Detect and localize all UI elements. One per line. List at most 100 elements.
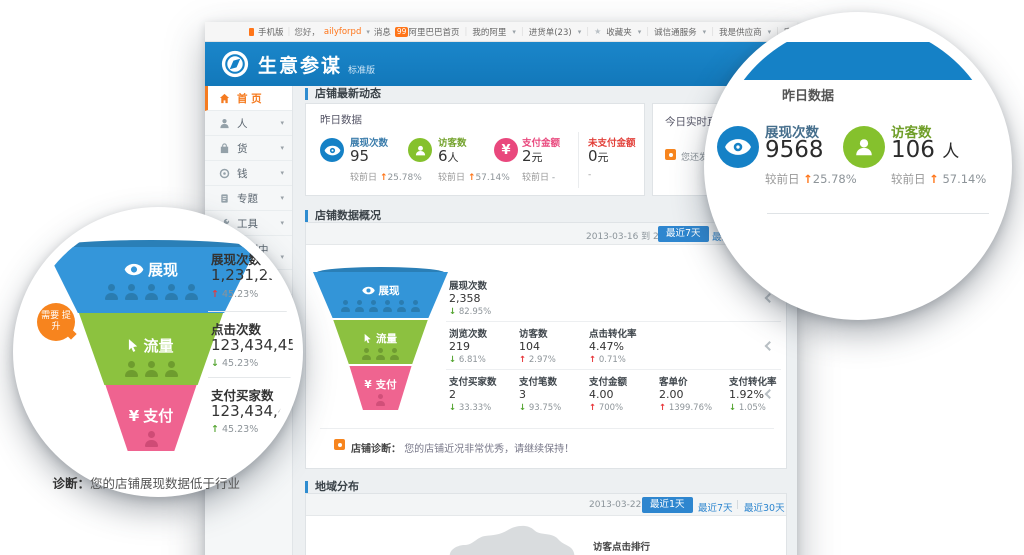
chevron-down-icon: ▾ (280, 219, 284, 227)
bag-icon (220, 142, 229, 153)
metric-value: 9568 (765, 137, 824, 163)
app-title: 生意参谋 (258, 54, 343, 77)
stat-cell: 支付金额 4.00 ↑ 700% (589, 377, 628, 413)
stats-row-impressions[interactable]: 展现次数 2,358 ↓ 82.95% (446, 274, 781, 322)
chevron-down-icon: ▾ (512, 27, 516, 36)
topbar-link-cart[interactable]: 进货单(23) (528, 27, 572, 38)
chevron-left-icon[interactable] (764, 340, 775, 351)
messages-link[interactable]: 消息 (373, 27, 391, 38)
zoom-header-band (715, 42, 1001, 80)
sidebar-item-money[interactable]: 钱 ▾ (205, 161, 292, 186)
topbar-link-favorites[interactable]: 收藏夹 (606, 27, 632, 38)
range-7d-button[interactable]: 最近7天 (698, 503, 733, 514)
metric-change: 较前日 ↑57.14% (438, 173, 510, 183)
cursor-icon (364, 333, 371, 344)
stat-cell: 点击转化率 4.47% ↑ 0.71% (589, 329, 637, 365)
star-icon: ★ (594, 27, 602, 36)
zoom-funnel: 展现 流量 ¥ 支付 (45, 240, 257, 455)
metric-value: 0元 (588, 147, 609, 165)
payment-icon: ¥ (494, 138, 518, 162)
funnel-stage-impressions (45, 247, 257, 313)
diagnosis-icon (334, 439, 345, 450)
sidebar-item-label: 首 页 (237, 92, 262, 105)
chevron-down-icon: ▾ (280, 119, 284, 127)
eye-icon (124, 263, 144, 276)
stat-value: 123,434,455 (211, 402, 303, 420)
overview-card: 2013-03-16 到 2013-03-22 最近7天 最近30天 展现 (305, 222, 787, 469)
yesterday-card-title: 昨日数据 (320, 114, 362, 126)
sidebar-item-home[interactable]: 首 页 (205, 86, 292, 111)
funnel-label-payment: ¥ 支付 (364, 378, 397, 392)
metric-label: 未支付金额 (588, 138, 636, 149)
username-link[interactable]: ailyforpd (323, 26, 362, 37)
chevron-down-icon: ▾ (577, 27, 582, 36)
metric-value: 2元 (522, 147, 543, 165)
funnel-label-traffic: 流量 (313, 331, 448, 346)
stat-cell: 客单价 2.00 ↑ 1399.76% (659, 377, 713, 413)
region-card-header: 2013-03-22 最近1天 最近7天 | 最近30天 | 选择月份 ▾ (306, 494, 786, 516)
eye-icon (361, 286, 375, 295)
phone-icon (249, 27, 254, 36)
impressions-icon (717, 126, 759, 168)
topbar-link-mobile[interactable]: 手机版 (258, 27, 284, 38)
sidebar-item-goods[interactable]: 货 ▾ (205, 136, 292, 161)
yen-icon: ¥ (364, 378, 372, 391)
divider (767, 213, 989, 214)
funnel-label-impressions: 展现 (45, 259, 257, 280)
date-range: 2013-03-16 到 2013-03-22 (586, 232, 706, 242)
topbar-link-services[interactable]: 诚信通服务 (654, 27, 697, 38)
eye-icon (725, 139, 751, 155)
sidebar-item-people[interactable]: 人 ▾ (205, 111, 292, 136)
zoom-card-title: 昨日数据 (782, 89, 835, 104)
diagnosis-label: 铺诊断： (52, 476, 91, 489)
cursor-icon (129, 339, 138, 352)
yesterday-card: 昨日数据 展现次数 95 较前日 ↑25.78% 访客数 6人 较前日 ↑57.… (305, 103, 645, 196)
range-7d-button[interactable]: 最近7天 (658, 226, 709, 242)
stats-row-traffic[interactable]: 浏览次数 219 ↓ 6.81% 访客数 104 ↑ 2.97% 点击转化率 4… (446, 322, 781, 370)
topbar-link-home[interactable]: 阿里巴巴首页 (408, 27, 460, 38)
stat-value: 123,434,455 (211, 336, 303, 354)
metric-label: 访客数 (891, 125, 932, 141)
funnel-people-row (313, 348, 448, 360)
sidebar-item-topics[interactable]: 专题 ▾ (205, 186, 292, 211)
person-icon (220, 118, 229, 128)
sidebar-item-label: 人 (237, 117, 248, 130)
topbar-link-supplier[interactable]: 我是供应商 (719, 27, 762, 38)
range-1d-button[interactable]: 最近1天 (642, 497, 693, 513)
stat-cell: 支付笔数 3 ↓ 93.75% (519, 377, 562, 413)
stat-value: 1,231,234,455 (211, 266, 293, 284)
funnel-people-row (313, 300, 448, 312)
person-icon (856, 139, 872, 156)
diagnosis-text: 您的店铺展现数据低于行业 (90, 476, 241, 489)
stats-row-payment[interactable]: 支付买家数 2 ↓ 33.33% 支付笔数 3 ↓ 93.75% 支付金额 4.… (446, 370, 781, 417)
stat-change: ↓ 45.23% (211, 358, 259, 369)
diagnosis-text: 您的店铺近况非常优秀，请继续保持！ (404, 444, 575, 455)
metric-label: 访客数 (438, 138, 467, 149)
divider (320, 428, 774, 429)
chevron-down-icon: ▾ (366, 27, 370, 36)
funnel-people-row (45, 284, 257, 300)
metric-change: 较前日 ↑25.78% (765, 172, 857, 186)
chevron-left-icon[interactable] (764, 388, 775, 399)
app-header: 生意参谋 标准版 (205, 42, 797, 86)
message-count-badge: 99 (394, 26, 409, 37)
metric-value: 6人 (438, 147, 459, 165)
stat-label: 点击次数 (211, 322, 262, 337)
metric-change: 较前日 ↑ 57.14% (891, 172, 987, 186)
topbar-link-myali[interactable]: 我的阿里 (472, 27, 507, 38)
metric-label: 支付金额 (522, 138, 561, 149)
funnel-stats: 展现次数 2,358 ↓ 82.95% 浏览次数 219 ↓ 6.81% 访客数… (446, 274, 781, 417)
metric-value: 95 (350, 147, 370, 165)
china-map (449, 525, 575, 555)
greeting-text: 您好， (294, 27, 320, 38)
chevron-down-icon: ▾ (702, 27, 707, 36)
range-30d-button[interactable]: 最近30天 (744, 503, 785, 514)
stat-change: ↑ 45.23% (211, 289, 259, 300)
section-title-latest: 店铺最新动态 (305, 88, 381, 100)
stat-cell: 访客数 104 ↑ 2.97% (519, 329, 556, 365)
funnel-people-row (313, 394, 448, 406)
coin-icon (219, 168, 230, 178)
metric-label: 展现次数 (350, 138, 389, 149)
region-card: 2013-03-22 最近1天 最近7天 | 最近30天 | 选择月份 ▾ 访客… (305, 493, 787, 555)
